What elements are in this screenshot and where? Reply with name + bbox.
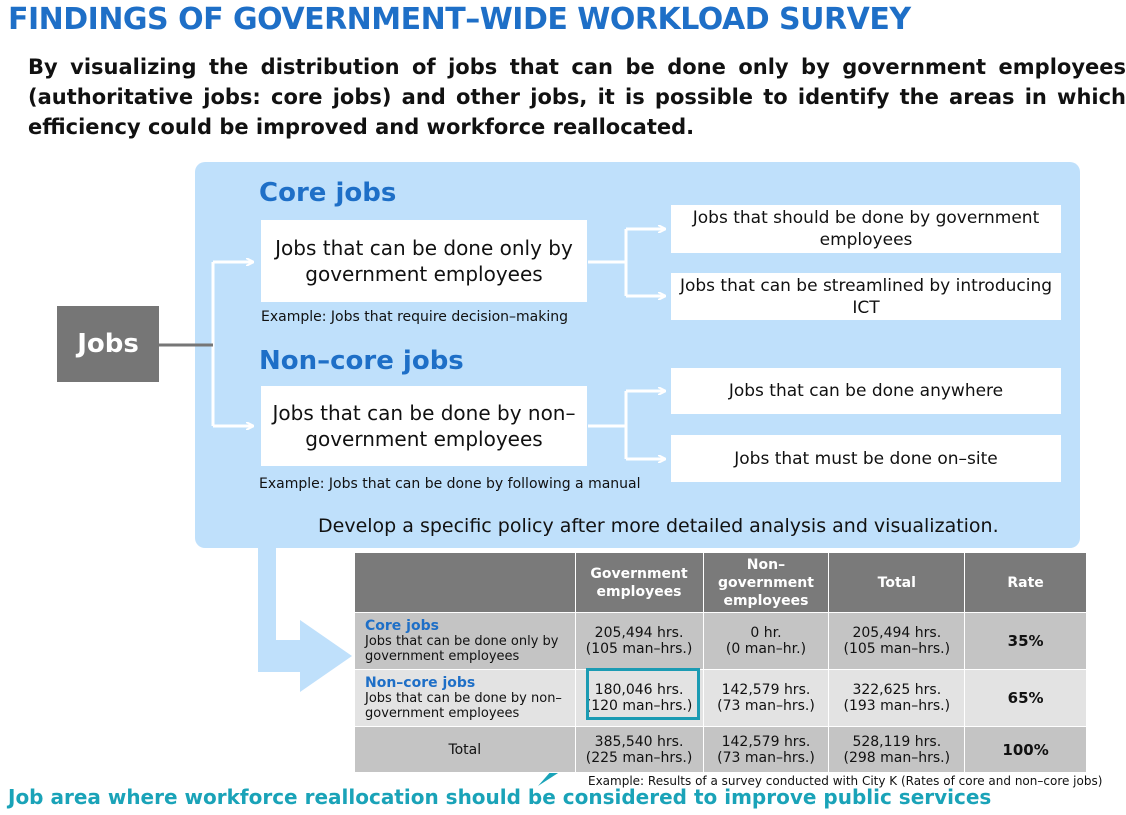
gov-man-hours: (225 man–hrs.) xyxy=(585,749,693,766)
header-cell xyxy=(354,552,576,613)
big-arrow-shape xyxy=(258,548,352,692)
noncore-main-box: Jobs that can be done by non–government … xyxy=(261,386,587,466)
table-row: Non–core jobs Jobs that can be done by n… xyxy=(354,669,1087,727)
header-cell: Total xyxy=(828,552,966,613)
page-title: FINDINGS OF GOVERNMENT–WIDE WORKLOAD SUR… xyxy=(8,2,911,37)
noncore-branch-1: Jobs that can be done anywhere xyxy=(671,368,1061,414)
nongov-man-hours: (0 man–hr.) xyxy=(725,641,807,657)
core-main-box: Jobs that can be done only by government… xyxy=(261,220,587,302)
gov-hours: 205,494 hrs. xyxy=(594,625,684,641)
rate-cell: 100% xyxy=(964,726,1087,773)
gov-hours: 385,540 hrs. xyxy=(594,733,684,750)
total-label: Total xyxy=(354,726,576,773)
nongov-man-hours: (73 man–hrs.) xyxy=(717,698,815,714)
core-branch-2: Jobs that can be streamlined by introduc… xyxy=(671,273,1061,320)
survey-table: Government employees Non– government emp… xyxy=(354,552,1087,773)
row-desc: Jobs that can be done only by government… xyxy=(365,633,559,664)
jobs-box: Jobs xyxy=(57,306,159,382)
noncore-branch-2: Jobs that must be done on–site xyxy=(671,435,1061,482)
row-title: Non–core jobs xyxy=(365,674,476,691)
develop-policy-text: Develop a specific policy after more det… xyxy=(318,515,999,537)
intro-text: By visualizing the distribution of jobs … xyxy=(28,55,1126,139)
survey-note: Example: Results of a survey conducted w… xyxy=(588,774,1103,788)
gov-cell: 205,494 hrs. (105 man–hrs.) xyxy=(574,612,704,670)
header-cell: Rate xyxy=(964,552,1087,613)
row-title: Core jobs xyxy=(365,617,439,634)
nongov-man-hours: (73 man–hrs.) xyxy=(717,749,815,766)
total-cell: 528,119 hrs. (298 man–hrs.) xyxy=(828,726,966,773)
gov-man-hours: (120 man–hrs.) xyxy=(585,698,693,714)
total-cell: 205,494 hrs. (105 man–hrs.) xyxy=(828,612,966,670)
nongov-cell: 0 hr. (0 man–hr.) xyxy=(702,612,830,670)
total-man-hours: (105 man–hrs.) xyxy=(843,641,951,657)
nongov-cell: 142,579 hrs. (73 man–hrs.) xyxy=(702,669,830,727)
total-man-hours: (193 man–hrs.) xyxy=(843,698,951,714)
total-hours: 205,494 hrs. xyxy=(852,625,942,641)
nongov-hours: 142,579 hrs. xyxy=(721,682,811,698)
nongov-hours: 142,579 hrs. xyxy=(721,733,811,750)
gov-cell: 385,540 hrs. (225 man–hrs.) xyxy=(574,726,704,773)
header-cell: Non– government employees xyxy=(702,552,830,613)
noncore-example: Example: Jobs that can be done by follow… xyxy=(259,476,641,492)
total-hours: 322,625 hrs. xyxy=(852,682,942,698)
total-man-hours: (298 man–hrs.) xyxy=(843,749,951,766)
table-header-row: Government employees Non– government emp… xyxy=(354,552,1087,613)
highlight-frame xyxy=(586,668,700,720)
row-label: Non–core jobs Jobs that can be done by n… xyxy=(354,669,576,727)
gov-man-hours: (105 man–hrs.) xyxy=(585,641,693,657)
table-row: Core jobs Jobs that can be done only by … xyxy=(354,612,1087,670)
rate-cell: 35% xyxy=(964,612,1087,670)
noncore-jobs-header: Non–core jobs xyxy=(259,346,464,376)
row-label: Core jobs Jobs that can be done only by … xyxy=(354,612,576,670)
rate-cell: 65% xyxy=(964,669,1087,727)
core-branch-1: Jobs that should be done by government e… xyxy=(671,205,1061,253)
nongov-cell: 142,579 hrs. (73 man–hrs.) xyxy=(702,726,830,773)
bottom-caption: Job area where workforce reallocation sh… xyxy=(8,785,992,809)
total-hours: 528,119 hrs. xyxy=(852,733,942,750)
row-desc: Jobs that can be done by non–government … xyxy=(365,690,562,721)
total-cell: 322,625 hrs. (193 man–hrs.) xyxy=(828,669,966,727)
core-jobs-header: Core jobs xyxy=(259,178,397,208)
core-example: Example: Jobs that require decision–maki… xyxy=(261,309,569,325)
gov-hours: 180,046 hrs. xyxy=(594,682,684,698)
header-cell: Government employees xyxy=(574,552,704,613)
table-row-total: Total 385,540 hrs. (225 man–hrs.) 142,579… xyxy=(354,726,1087,773)
nongov-hours: 0 hr. xyxy=(750,625,782,641)
